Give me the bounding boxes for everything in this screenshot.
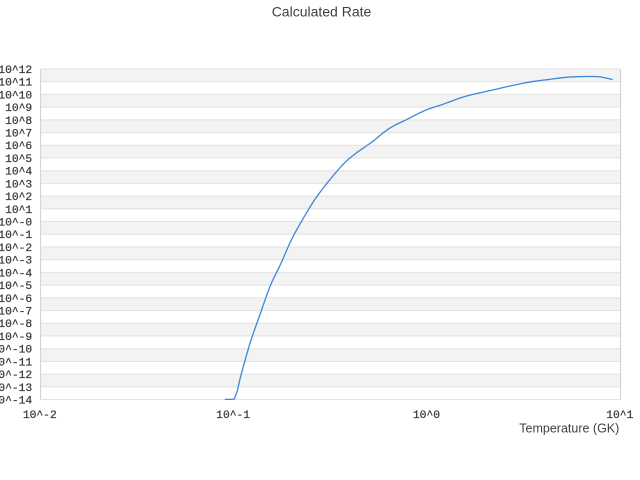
- svg-text:10^7: 10^7: [5, 129, 32, 141]
- svg-text:10^11: 10^11: [0, 78, 32, 90]
- svg-text:10^-9: 10^-9: [0, 332, 32, 344]
- svg-text:10^-6: 10^-6: [0, 294, 32, 306]
- svg-text:10^2: 10^2: [5, 192, 32, 204]
- svg-text:10^-2: 10^-2: [23, 410, 57, 422]
- svg-text:10^10: 10^10: [0, 90, 32, 102]
- svg-text:10^9: 10^9: [5, 103, 32, 115]
- svg-text:10^-8: 10^-8: [0, 319, 32, 331]
- svg-text:10^-1: 10^-1: [216, 410, 250, 422]
- svg-text:10^5: 10^5: [5, 154, 32, 166]
- svg-text:10^-0: 10^-0: [0, 218, 32, 230]
- svg-text:10^0: 10^0: [413, 410, 440, 422]
- svg-text:10^-13: 10^-13: [0, 383, 32, 395]
- svg-text:10^-4: 10^-4: [0, 268, 32, 280]
- svg-text:10^-2: 10^-2: [0, 243, 32, 255]
- svg-text:Calculated Rate: Calculated Rate: [272, 3, 372, 19]
- svg-text:10^-1: 10^-1: [0, 230, 32, 242]
- svg-text:10^-7: 10^-7: [0, 307, 32, 319]
- svg-text:Temperature (GK): Temperature (GK): [519, 422, 619, 436]
- svg-text:10^-10: 10^-10: [0, 345, 32, 357]
- svg-text:10^3: 10^3: [5, 179, 32, 191]
- svg-text:10^-14: 10^-14: [0, 396, 32, 408]
- svg-text:10^1: 10^1: [5, 205, 32, 217]
- svg-text:10^4: 10^4: [5, 167, 32, 179]
- svg-text:10^1: 10^1: [606, 410, 633, 422]
- svg-text:10^-3: 10^-3: [0, 256, 32, 268]
- svg-text:10^6: 10^6: [5, 141, 32, 153]
- svg-text:10^-5: 10^-5: [0, 281, 32, 293]
- svg-text:10^-12: 10^-12: [0, 370, 32, 382]
- svg-text:10^12: 10^12: [0, 65, 32, 77]
- svg-text:10^8: 10^8: [5, 116, 32, 128]
- svg-text:10^-11: 10^-11: [0, 357, 32, 369]
